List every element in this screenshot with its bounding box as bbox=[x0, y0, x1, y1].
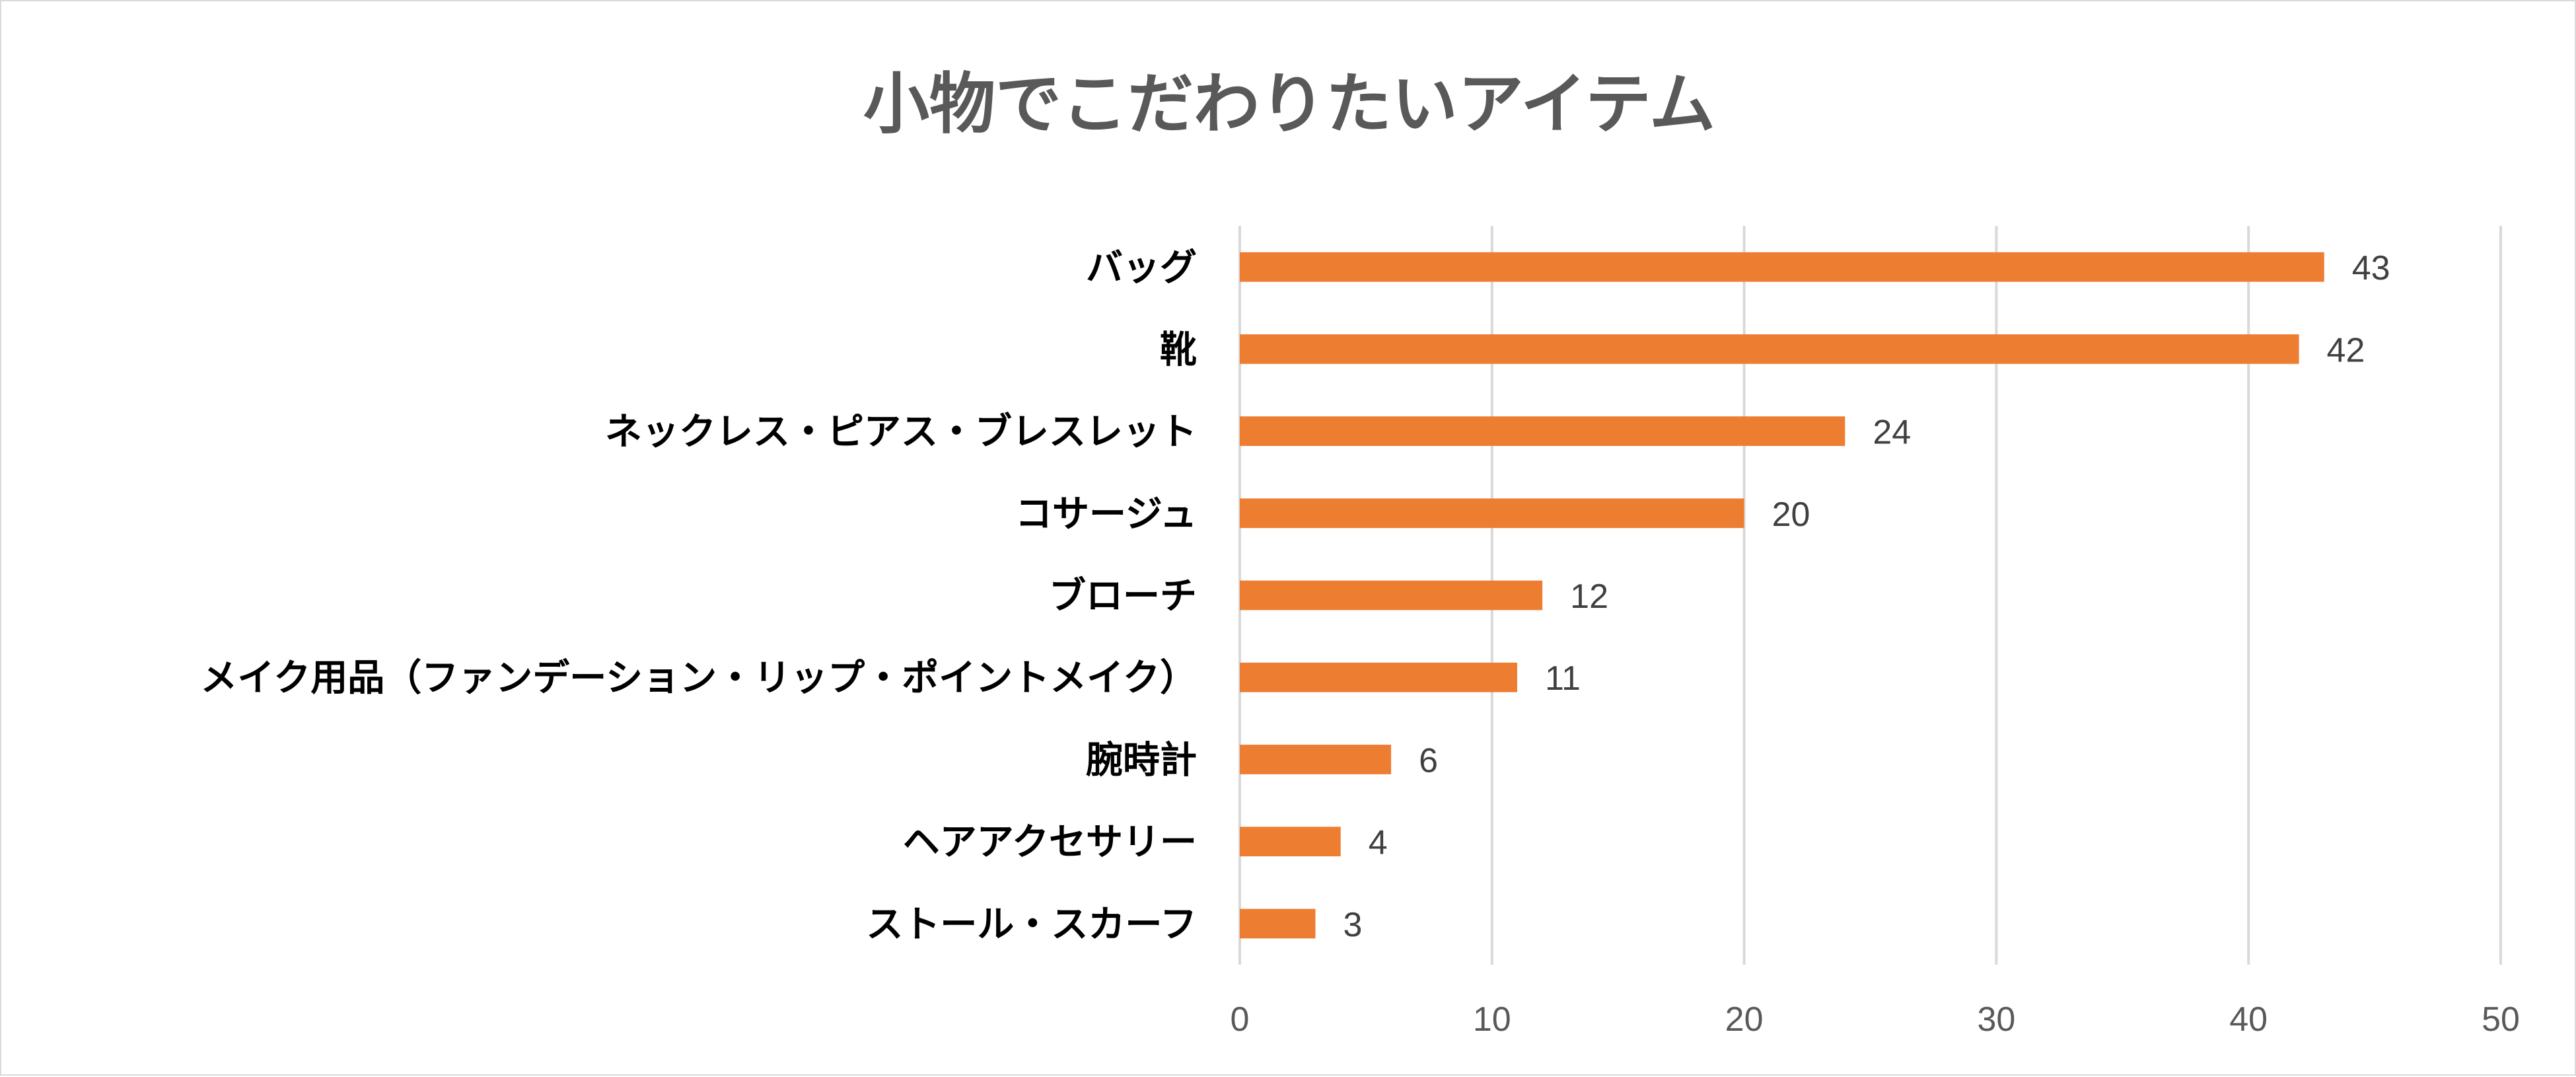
category-label: コサージュ bbox=[1015, 493, 1197, 536]
category-label: ヘアアクセサリー bbox=[903, 821, 1197, 864]
bar bbox=[1240, 334, 2299, 364]
data-label: 11 bbox=[1545, 659, 1581, 698]
category-label: ストール・スカーフ bbox=[866, 903, 1197, 946]
bar bbox=[1240, 909, 1316, 939]
data-label: 4 bbox=[1369, 824, 1388, 862]
chart-title: 小物でこだわりたいアイテム bbox=[863, 65, 1715, 143]
data-label: 24 bbox=[1873, 414, 1911, 452]
category-label: バッグ bbox=[1086, 246, 1197, 289]
bar bbox=[1240, 662, 1517, 692]
bar bbox=[1240, 252, 2324, 282]
bar bbox=[1240, 580, 1543, 611]
data-label: 20 bbox=[1772, 496, 1810, 534]
data-label: 6 bbox=[1419, 741, 1438, 780]
bar bbox=[1240, 498, 1744, 529]
x-tick-label: 40 bbox=[2229, 1000, 2268, 1039]
category-labels: バッグ靴ネックレス・ピアス・ブレスレットコサージュブローチメイク用品（ファンデー… bbox=[200, 246, 1197, 946]
x-tick-label: 10 bbox=[1473, 1000, 1511, 1039]
category-label: メイク用品（ファンデーション・リップ・ポイントメイク） bbox=[200, 657, 1197, 700]
bar bbox=[1240, 745, 1392, 774]
x-axis-ticks: 0 10 20 30 40 50 bbox=[1231, 1000, 2520, 1039]
category-label: 腕時計 bbox=[1086, 739, 1197, 782]
bar bbox=[1240, 416, 1845, 446]
category-label: ネックレス・ピアス・ブレスレット bbox=[605, 411, 1197, 454]
x-tick-label: 50 bbox=[2482, 1000, 2520, 1039]
data-label: 43 bbox=[2352, 249, 2390, 287]
x-tick-label: 30 bbox=[1977, 1000, 2015, 1039]
category-label: 靴 bbox=[1160, 328, 1197, 371]
x-tick-label: 0 bbox=[1231, 1000, 1250, 1039]
data-label: 12 bbox=[1570, 577, 1608, 616]
bar bbox=[1240, 827, 1341, 857]
category-label: ブローチ bbox=[1049, 575, 1197, 618]
bars bbox=[1240, 252, 2324, 939]
data-label: 42 bbox=[2327, 331, 2365, 369]
x-tick-label: 20 bbox=[1725, 1000, 1764, 1039]
data-label: 3 bbox=[1343, 906, 1363, 944]
